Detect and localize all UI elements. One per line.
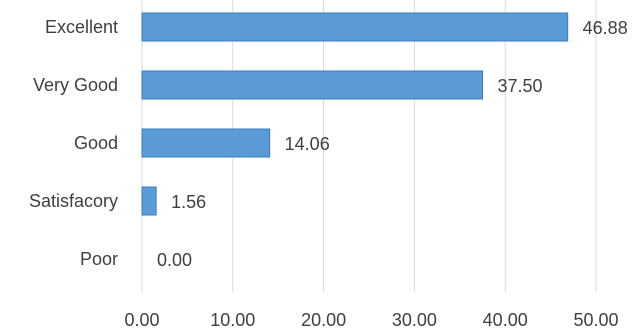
x-axis-tick-labels: 0.00 10.00 20.00 30.00 40.00 50.00 [124,310,618,330]
category-label: Satisfacory [29,191,118,211]
data-label: 46.88 [583,18,628,38]
category-labels: Excellent Very Good Good Satisfacory Poor [29,17,118,269]
data-label: 37.50 [498,76,543,96]
bar-excellent [141,12,569,42]
x-tick-label: 20.00 [301,310,346,330]
category-label: Very Good [33,75,118,95]
x-tick-label: 30.00 [392,310,437,330]
gridlines [141,0,597,292]
category-label: Good [74,133,118,153]
category-label: Poor [80,249,118,269]
bar-very-good [141,70,483,100]
bar-good [141,128,271,158]
x-tick-label: 10.00 [210,310,255,330]
bar-satisfacory [141,186,157,216]
category-label: Excellent [45,17,118,37]
data-label: 1.56 [171,192,206,212]
data-labels: 46.88 37.50 14.06 1.56 0.00 [157,18,628,270]
x-tick-label: 50.00 [573,310,618,330]
x-tick-label: 40.00 [483,310,528,330]
data-label: 14.06 [285,134,330,154]
data-label: 0.00 [157,250,192,270]
x-tick-label: 0.00 [124,310,159,330]
bars [141,12,569,216]
